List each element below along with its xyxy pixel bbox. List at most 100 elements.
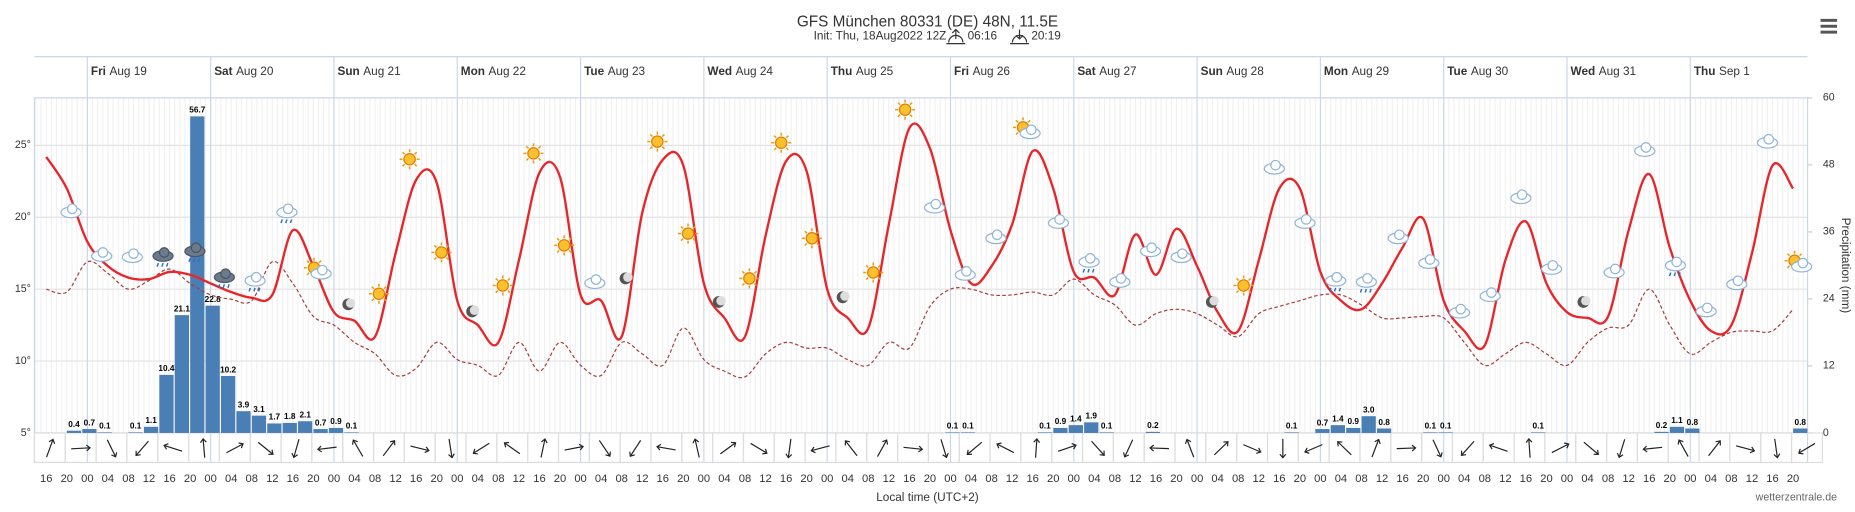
sun-ray [556, 249, 560, 254]
arrow-head [951, 28, 960, 34]
precip-bar [1099, 432, 1114, 433]
cloud-puff [1547, 260, 1559, 271]
day-label: Fri Aug 26 [954, 65, 1010, 78]
arrow-shaft [903, 446, 923, 450]
x-tick-label: 08 [739, 473, 751, 485]
menu-bar[interactable] [1820, 24, 1838, 28]
menu-bar[interactable] [1820, 18, 1838, 22]
sun-ray [909, 114, 913, 118]
x-tick-label: 12 [1622, 473, 1634, 485]
cloud-puff [930, 198, 942, 210]
sun-ray [680, 238, 684, 242]
arrow-head [605, 451, 611, 457]
precip-label: 10.4 [158, 364, 174, 373]
cloud-puff [1300, 214, 1312, 225]
sun-icon [898, 103, 912, 116]
x-tick-label: 16 [287, 473, 299, 485]
x-tick-label: 12 [883, 473, 895, 485]
sun-ray [537, 157, 542, 161]
x-tick-label: 00 [328, 473, 340, 485]
day-label: Sun Aug 28 [1201, 65, 1265, 78]
wind-arrow [1371, 438, 1381, 458]
arrow-shaft [317, 446, 337, 451]
precip-label: 0.1 [962, 422, 974, 431]
arrow-head [1337, 441, 1343, 447]
day-label: Fri Aug 19 [91, 65, 147, 78]
x-tick-label: 08 [492, 473, 504, 485]
x-tick-label: 08 [369, 473, 381, 485]
x-tick-label: 08 [985, 473, 997, 485]
wind-arrow [46, 438, 56, 458]
precip-bar [1068, 425, 1083, 433]
day-name: Tue [584, 65, 605, 78]
rain-drop [1333, 287, 1337, 292]
sun-ray [568, 249, 572, 254]
day-name: Fri [91, 65, 106, 78]
sun-ray [680, 225, 684, 230]
precip-bar [143, 426, 159, 433]
arrow-shaft [293, 439, 300, 458]
precip-label: 0.4 [68, 420, 80, 429]
wind-cell [896, 432, 929, 464]
sun-ray [507, 289, 511, 294]
day-date: Aug 28 [1226, 65, 1264, 78]
day-name: Sat [214, 65, 232, 78]
precip-label: 3.9 [238, 400, 250, 409]
sun-ray [1786, 253, 1791, 257]
day-name: Sun [1201, 65, 1223, 78]
wind-arrow [1708, 440, 1721, 457]
precip-bar [1145, 431, 1161, 433]
x-tick-label: 16 [40, 473, 52, 485]
arrow-shaft [1371, 439, 1380, 458]
y2-tick-label: 24 [1823, 293, 1835, 305]
precip-label: 1.7 [269, 413, 281, 422]
x-tick-label: 16 [1396, 473, 1408, 485]
arrow-head [199, 437, 207, 444]
arrow-head [472, 448, 478, 455]
x-tick-label: 00 [1068, 473, 1080, 485]
sun-ray [371, 286, 375, 290]
moon-light [1581, 296, 1591, 306]
cloud-puff [1732, 275, 1744, 287]
sunrise-time: 06:16 [968, 30, 998, 43]
y-tick-label: 20° [15, 211, 31, 223]
precip-bar [236, 411, 251, 433]
sun-icon [681, 227, 695, 240]
arrow-head [810, 446, 816, 454]
wind-arrow [316, 445, 337, 453]
x-tick-label: 08 [1725, 473, 1737, 485]
arrow-head [1525, 437, 1533, 443]
wind-arrow [1149, 444, 1169, 452]
day-label: Tue Aug 30 [1447, 65, 1508, 78]
precip-label: 56.7 [189, 106, 205, 115]
wind-arrow [1432, 439, 1443, 458]
arrow-shaft [1337, 441, 1352, 456]
precip-label: 0.8 [1378, 418, 1390, 427]
wind-arrow [1773, 438, 1781, 459]
x-tick-label: 12 [1746, 473, 1758, 485]
arrow-shaft [1643, 446, 1663, 450]
x-tick-label: 20 [1417, 473, 1429, 485]
credit: wetterzentrale.de [1755, 492, 1837, 504]
precip-label: 0.1 [1101, 422, 1113, 431]
arrow-head [1797, 448, 1804, 455]
moon-light [1209, 296, 1219, 306]
arrow-shaft [1034, 438, 1038, 458]
precip-label: 0.1 [1286, 422, 1298, 431]
arrow-head [424, 446, 430, 454]
chart-subtitle: Init: Thu, 18Aug2022 12Z [814, 30, 947, 43]
x-tick-label: 20 [1294, 473, 1306, 485]
x-tick-label: 12 [1129, 473, 1141, 485]
arrow-shaft [811, 445, 830, 452]
sun-ray [649, 133, 653, 138]
x-tick-label: 16 [780, 473, 792, 485]
menu-bar[interactable] [1820, 30, 1838, 34]
sun-icon [774, 136, 788, 149]
sun-icon [403, 153, 416, 166]
menu-button[interactable] [1820, 18, 1838, 34]
rain-drop [257, 287, 261, 292]
day-date: Aug 24 [736, 65, 774, 78]
arrow-head [629, 451, 635, 457]
cloud-puff [190, 242, 202, 254]
sun-ray [897, 114, 901, 118]
